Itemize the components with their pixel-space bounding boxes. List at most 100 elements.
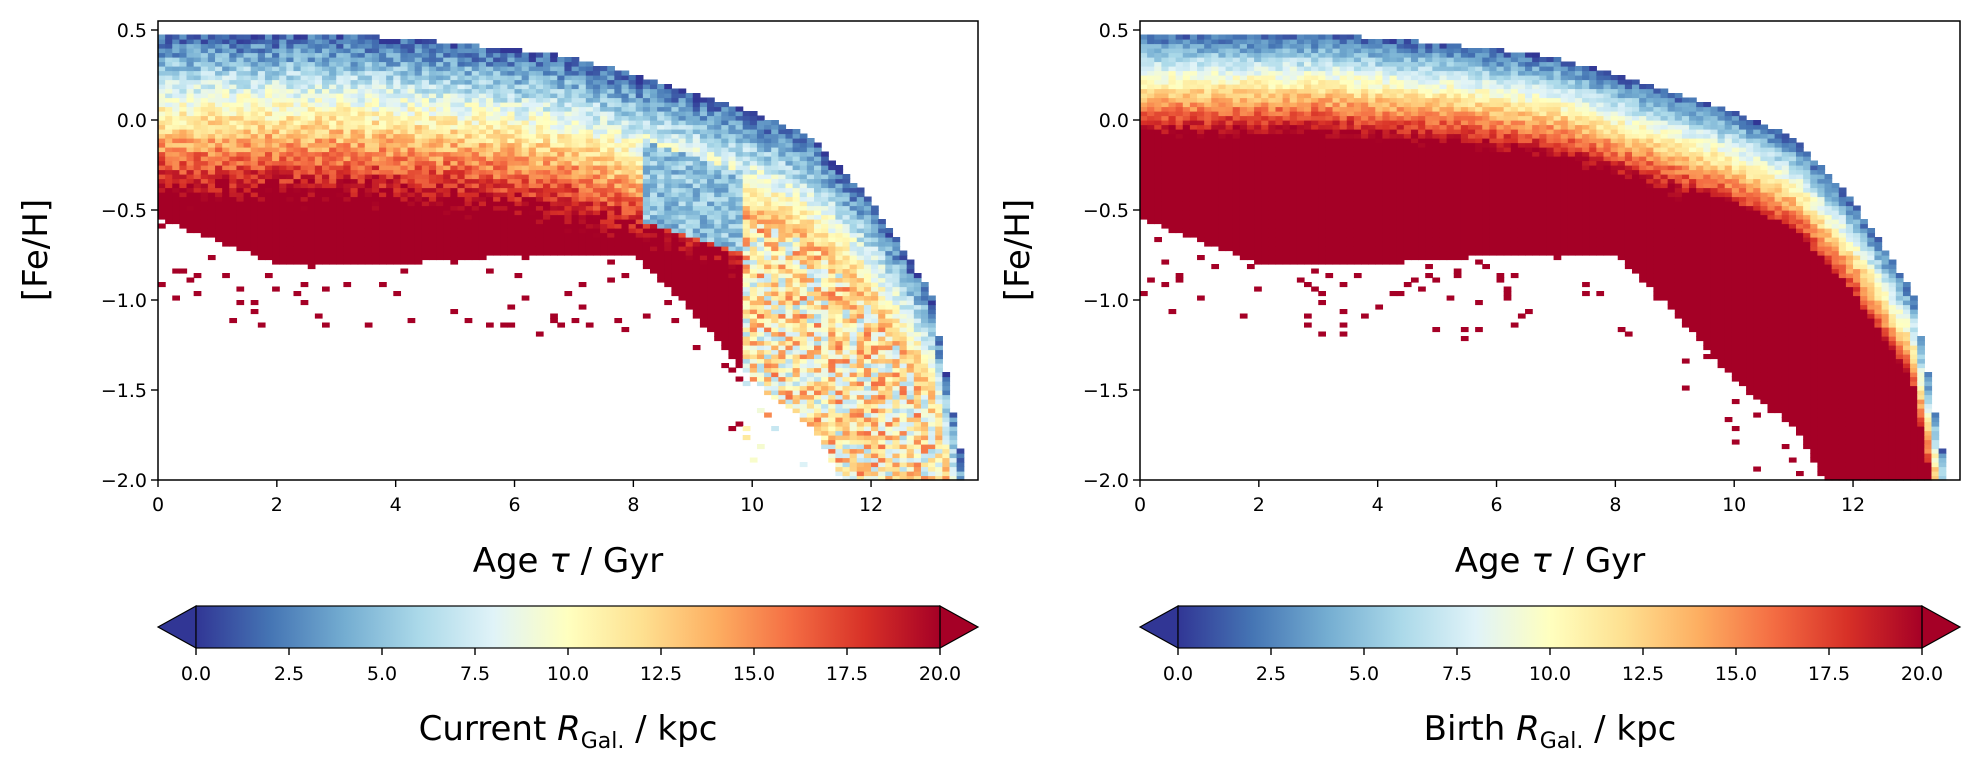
heatmap-cell <box>357 39 366 45</box>
heatmap-cell <box>236 66 245 72</box>
heatmap-cell <box>478 192 487 198</box>
heatmap-cell <box>407 183 416 189</box>
heatmap-cell <box>407 124 416 130</box>
heatmap-cell <box>721 102 730 108</box>
heatmap-cell <box>364 84 373 90</box>
heatmap-cell <box>257 142 266 148</box>
heatmap-cell <box>614 138 623 144</box>
heatmap-cell <box>607 228 615 234</box>
heatmap-cell <box>828 457 836 463</box>
heatmap-cell <box>600 93 608 99</box>
heatmap-cell <box>207 210 216 216</box>
heatmap-cell <box>543 129 551 135</box>
heatmap-cell <box>428 174 437 180</box>
heatmap-cell <box>393 102 402 108</box>
heatmap-cell <box>357 151 366 157</box>
heatmap-cell <box>264 273 273 279</box>
heatmap-cell <box>264 57 273 63</box>
heatmap-cell <box>443 205 451 211</box>
heatmap-cell <box>650 115 658 121</box>
heatmap-cell <box>778 196 787 202</box>
heatmap-cell <box>778 372 787 378</box>
heatmap-cell <box>657 160 665 166</box>
heatmap-cell <box>764 196 772 202</box>
heatmap-cell <box>571 223 580 229</box>
heatmap-cell <box>329 34 337 40</box>
heatmap-cell <box>785 268 794 274</box>
heatmap-cell <box>685 196 694 202</box>
heatmap-cell <box>635 205 644 211</box>
heatmap-cell <box>628 120 637 126</box>
heatmap-cell <box>742 354 751 360</box>
heatmap-cell <box>486 88 494 94</box>
heatmap-cell <box>835 457 844 463</box>
heatmap-cell <box>478 115 487 121</box>
heatmap-cell <box>756 309 765 315</box>
heatmap-cell <box>236 93 245 99</box>
heatmap-cell <box>557 232 566 238</box>
heatmap-cell <box>193 39 202 45</box>
heatmap-cell <box>457 219 466 225</box>
heatmap-cell <box>222 237 230 243</box>
heatmap-cell <box>493 147 501 153</box>
heatmap-cell <box>707 138 715 144</box>
heatmap-cell <box>564 205 573 211</box>
heatmap-cell <box>728 223 737 229</box>
heatmap-cell <box>521 129 530 135</box>
heatmap-cell <box>200 43 209 49</box>
heatmap-cell <box>364 160 373 166</box>
heatmap-cell <box>379 237 387 243</box>
heatmap-cell <box>193 70 202 76</box>
heatmap-cell <box>728 183 737 189</box>
heatmap-cell <box>699 129 708 135</box>
heatmap-cell <box>186 151 195 157</box>
heatmap-cell <box>856 376 865 382</box>
heatmap-cell <box>771 237 779 243</box>
heatmap-cell <box>215 93 223 99</box>
heatmap-cell <box>721 264 730 270</box>
heatmap-cell <box>628 237 637 243</box>
heatmap-cell <box>250 79 259 85</box>
heatmap-cell <box>728 336 737 342</box>
heatmap-cell <box>286 255 295 261</box>
heatmap-cell <box>364 138 373 144</box>
heatmap-cell <box>571 93 580 99</box>
heatmap-cell <box>229 142 238 148</box>
heatmap-cell <box>471 102 480 108</box>
heatmap-cell <box>264 160 273 166</box>
heatmap-cell <box>778 327 787 333</box>
heatmap-cell <box>571 214 580 220</box>
heatmap-cell <box>450 111 459 117</box>
heatmap-cell <box>200 165 209 171</box>
heatmap-cell <box>835 277 844 283</box>
heatmap-cell <box>664 111 672 117</box>
heatmap-cell <box>707 196 715 202</box>
heatmap-cell <box>193 93 202 99</box>
heatmap-cell <box>756 444 765 450</box>
heatmap-cell <box>585 223 594 229</box>
heatmap-cell <box>749 376 758 382</box>
heatmap-cell <box>293 142 302 148</box>
heatmap-cell <box>464 246 473 252</box>
heatmap-cell <box>678 120 687 126</box>
heatmap-cell <box>450 61 459 67</box>
heatmap-cell <box>350 196 359 202</box>
heatmap-cell <box>578 111 587 117</box>
heatmap-cell <box>756 219 765 225</box>
heatmap-cell <box>685 192 694 198</box>
heatmap-cell <box>514 219 523 225</box>
heatmap-cell <box>272 156 280 162</box>
heatmap-cell <box>322 79 330 85</box>
heatmap-cell <box>236 70 245 76</box>
heatmap-cell <box>158 61 166 67</box>
heatmap-cell <box>414 84 423 90</box>
heatmap-cell <box>307 57 316 63</box>
heatmap-cell <box>756 363 765 369</box>
heatmap-cell <box>215 52 223 58</box>
heatmap-cell <box>236 57 245 63</box>
heatmap-cell <box>500 205 508 211</box>
heatmap-cell <box>764 255 772 261</box>
heatmap-cell <box>250 192 259 198</box>
heatmap-cell <box>343 282 352 288</box>
